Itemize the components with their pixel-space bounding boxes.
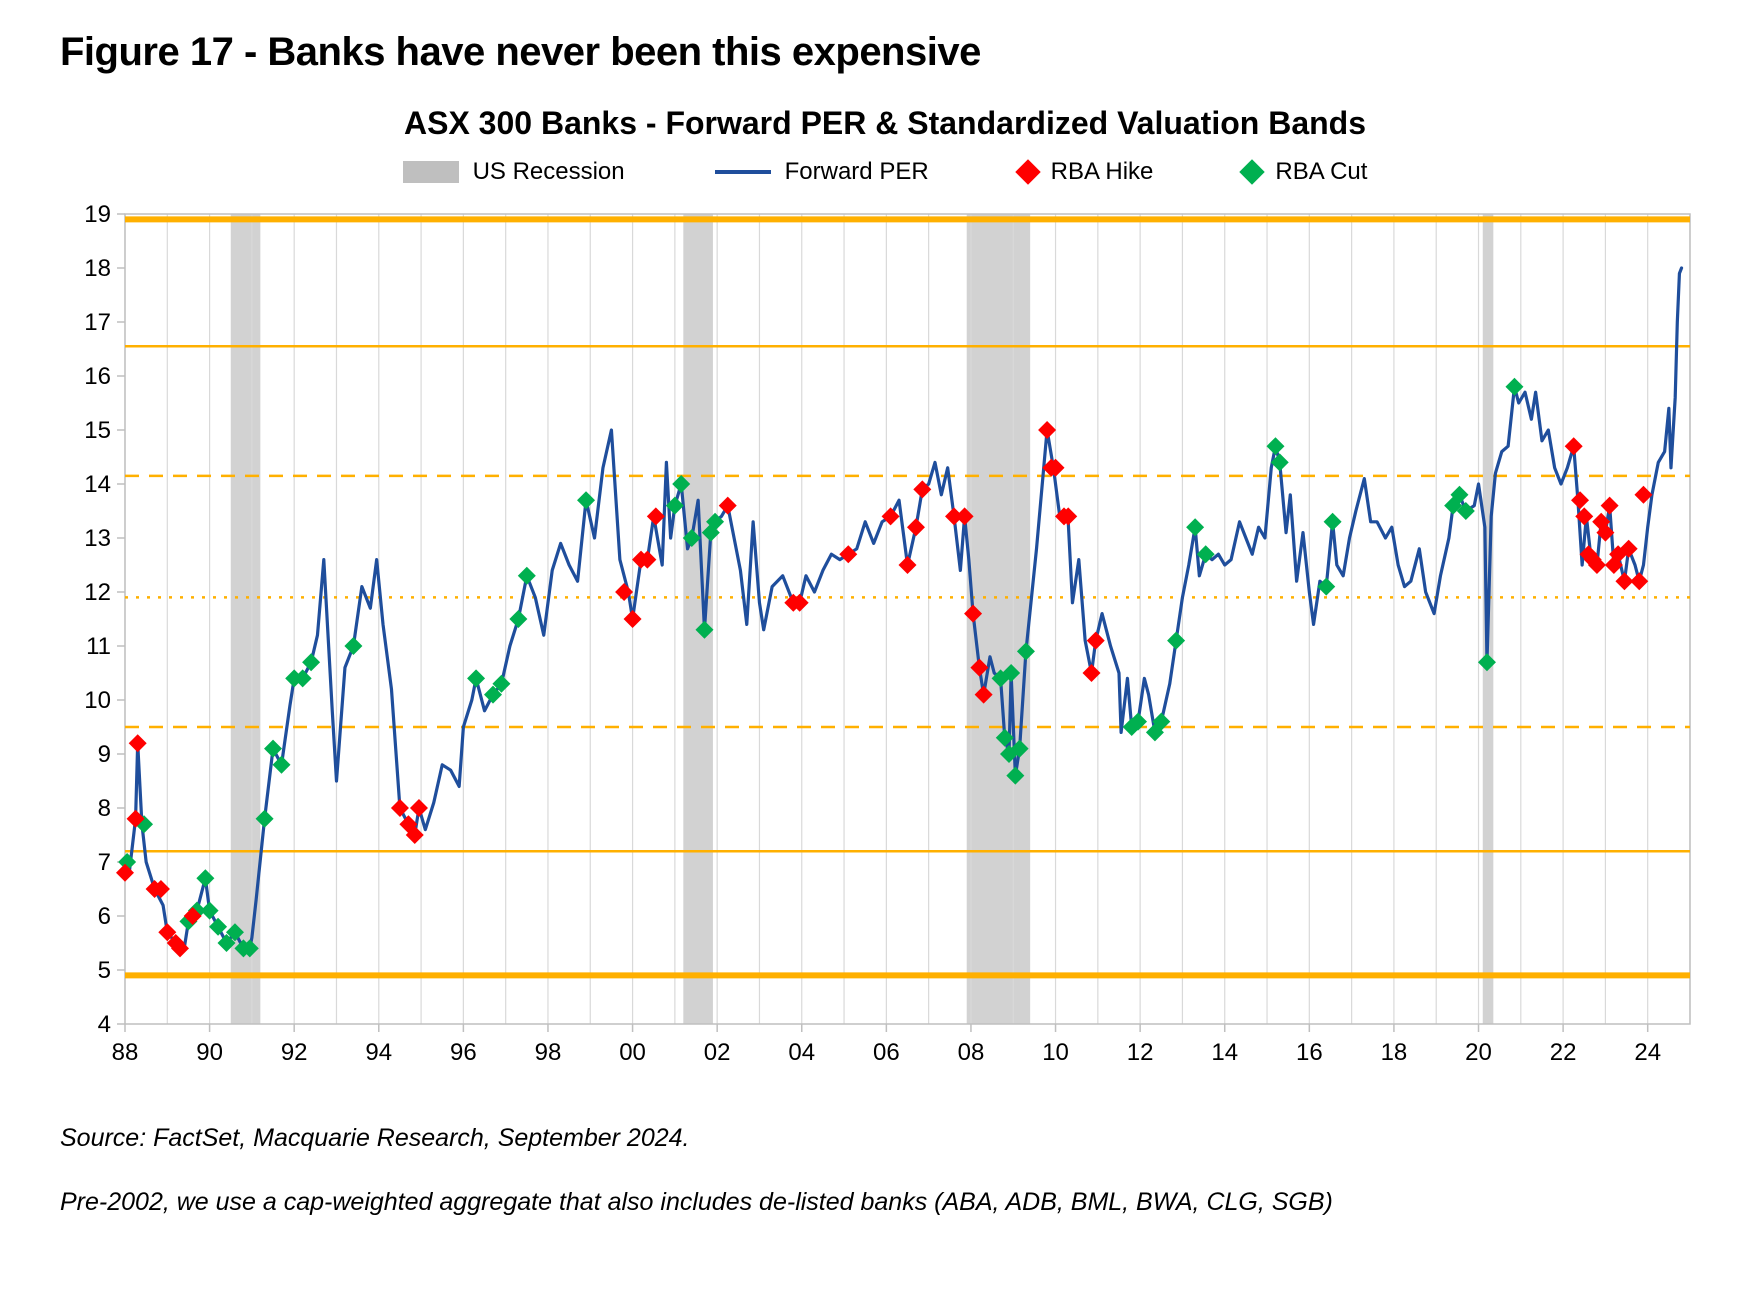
y-tick-label: 5	[98, 957, 111, 984]
legend-label: RBA Cut	[1275, 158, 1367, 186]
rba-cut-marker	[196, 869, 214, 887]
rba-cut-marker	[209, 918, 227, 936]
rba-hike-marker	[1565, 437, 1583, 455]
y-tick-label: 16	[84, 363, 111, 390]
x-tick-label: 04	[788, 1039, 815, 1066]
chart-area: 4 5 6 7 8 9 10 11 12 13 14 15 16 17 18 19 88 90 92 94 96 98 00…	[65, 194, 1705, 1094]
rba-hike-marker	[647, 507, 665, 525]
x-tick-label: 02	[704, 1039, 731, 1066]
legend-label: Forward PER	[785, 158, 929, 186]
rba-hike-marker	[1038, 421, 1056, 439]
legend-swatch-recession	[403, 161, 459, 183]
legend-swatch-diamond-hike	[1015, 159, 1040, 184]
rba-cut-marker	[1324, 513, 1342, 531]
y-tick-label: 18	[84, 255, 111, 282]
rba-cut-marker	[518, 567, 536, 585]
legend-swatch-line	[715, 170, 771, 174]
y-tick-label: 14	[84, 471, 111, 498]
rba-hike-marker	[719, 497, 737, 515]
recession-band	[683, 214, 713, 1024]
x-tick-label: 22	[1550, 1039, 1577, 1066]
y-tick-label: 13	[84, 525, 111, 552]
y-tick-label: 7	[98, 849, 111, 876]
legend-item-recession: US Recession	[403, 158, 625, 186]
x-tick-label: 88	[112, 1039, 139, 1066]
x-tick-label: 18	[1381, 1039, 1408, 1066]
chart-title: ASX 300 Banks - Forward PER & Standardiz…	[60, 105, 1710, 142]
legend-item-rba-cut: RBA Cut	[1243, 158, 1367, 186]
rba-hike-marker	[1601, 497, 1619, 515]
x-tick-label: 92	[281, 1039, 308, 1066]
x-tick-label: 08	[958, 1039, 985, 1066]
figure-title: Figure 17 - Banks have never been this e…	[60, 30, 1710, 75]
forward-per-line	[125, 268, 1682, 948]
rba-cut-marker	[1186, 518, 1204, 536]
footnote-source: Source: FactSet, Macquarie Research, Sep…	[60, 1120, 1710, 1158]
x-tick-label: 24	[1634, 1039, 1661, 1066]
y-tick-label: 15	[84, 417, 111, 444]
rba-cut-marker	[509, 610, 527, 628]
rba-hike-marker	[1571, 491, 1589, 509]
rba-cut-marker	[1266, 437, 1284, 455]
rba-hike-marker	[882, 507, 900, 525]
chart-svg: 4 5 6 7 8 9 10 11 12 13 14 15 16 17 18 19 88 90 92 94 96 98 00…	[65, 194, 1705, 1094]
rba-hike-marker	[899, 556, 917, 574]
rba-hike-marker	[624, 610, 642, 628]
x-tick-label: 10	[1042, 1039, 1069, 1066]
legend-label: US Recession	[473, 158, 625, 186]
x-tick-label: 12	[1127, 1039, 1154, 1066]
rba-hike-marker	[129, 734, 147, 752]
chart-legend: US Recession Forward PER RBA Hike RBA Cu…	[60, 158, 1710, 186]
y-tick-label: 17	[84, 309, 111, 336]
legend-swatch-diamond-cut	[1240, 159, 1265, 184]
x-tick-label: 94	[365, 1039, 392, 1066]
footnote-method: Pre-2002, we use a cap-weighted aggregat…	[60, 1184, 1710, 1222]
legend-item-forward-per: Forward PER	[715, 158, 929, 186]
y-tick-label: 9	[98, 741, 111, 768]
rba-cut-marker	[344, 637, 362, 655]
rba-hike-marker	[1630, 572, 1648, 590]
x-tick-label: 90	[196, 1039, 223, 1066]
y-tick-label: 10	[84, 687, 111, 714]
y-tick-label: 11	[86, 633, 111, 660]
rba-hike-marker	[907, 518, 925, 536]
page-root: { "figure_title": "Figure 17 - Banks hav…	[0, 0, 1760, 1292]
x-tick-label: 00	[619, 1039, 646, 1066]
x-tick-label: 16	[1296, 1039, 1323, 1066]
rba-cut-marker	[201, 902, 219, 920]
y-tick-label: 6	[98, 903, 111, 930]
x-tick-label: 20	[1465, 1039, 1492, 1066]
rba-cut-marker	[302, 653, 320, 671]
x-tick-label: 06	[873, 1039, 900, 1066]
x-tick-label: 14	[1211, 1039, 1238, 1066]
y-tick-label: 4	[98, 1011, 111, 1038]
x-tick-label: 98	[535, 1039, 562, 1066]
rba-hike-marker	[839, 545, 857, 563]
rba-hike-marker	[410, 799, 428, 817]
legend-label: RBA Hike	[1051, 158, 1154, 186]
rba-cut-marker	[577, 491, 595, 509]
rba-cut-marker	[467, 669, 485, 687]
rba-hike-marker	[391, 799, 409, 817]
y-tick-label: 12	[84, 579, 111, 606]
rba-cut-marker	[273, 756, 291, 774]
y-tick-label: 19	[84, 201, 111, 228]
rba-cut-marker	[264, 740, 282, 758]
x-tick-label: 96	[450, 1039, 477, 1066]
rba-hike-marker	[1087, 632, 1105, 650]
legend-item-rba-hike: RBA Hike	[1019, 158, 1154, 186]
y-tick-label: 8	[98, 795, 111, 822]
